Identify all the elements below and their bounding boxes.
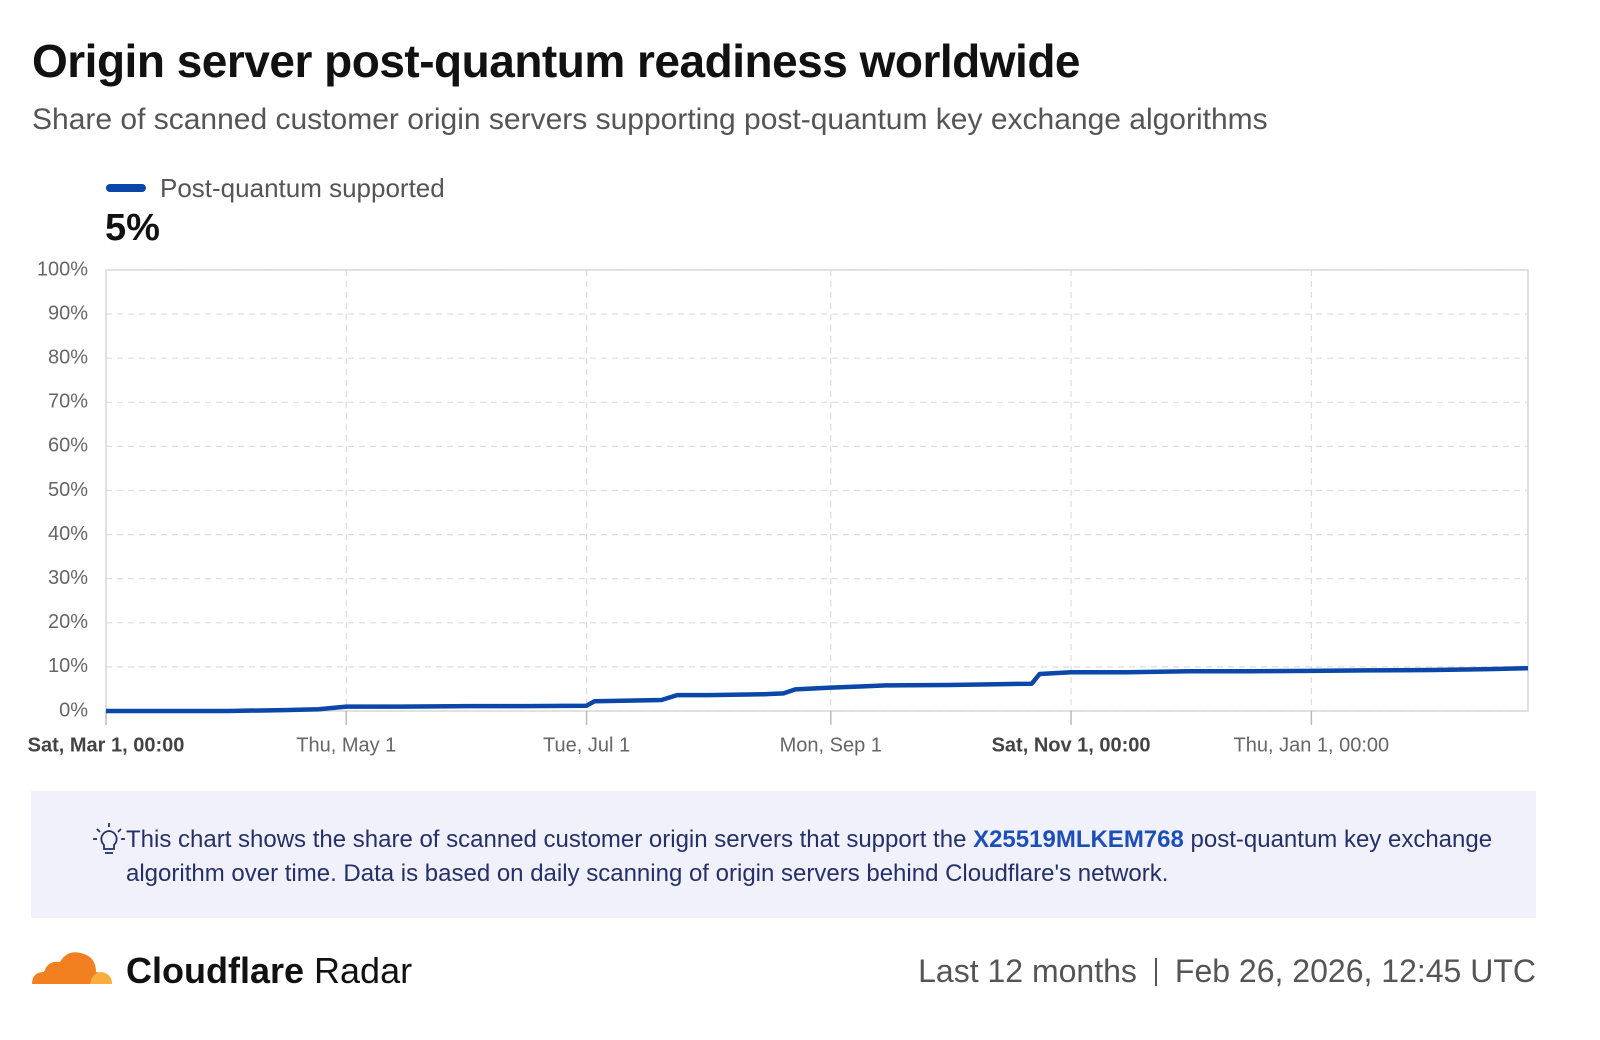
legend-label: Post-quantum supported [160,173,445,203]
y-tick-label: 30% [48,567,88,589]
brand-name: Radar [314,950,413,991]
series-line [106,665,1529,714]
y-tick-label: 20% [48,611,88,633]
cloudflare-logo [32,952,112,984]
footer-meta: Last 12 months Feb 26, 2026, 12:45 UTC [918,953,1536,990]
x-tick-label: Thu, Jan 1, 00:00 [1234,734,1390,756]
y-tick-label: 60% [48,435,88,457]
y-tick-label: 10% [48,655,88,677]
x-tick-label: Tue, Jul 1 [543,734,630,756]
info-box: This chart shows the share of scanned cu… [31,791,1536,918]
y-tick-label: 90% [48,302,88,324]
chart-subtitle: Share of scanned customer origin servers… [32,103,1268,136]
x-tick-label: Sat, Nov 1, 00:00 [992,734,1151,756]
timestamp: Feb 26, 2026, 12:45 UTC [1174,953,1536,989]
y-tick-label: 100% [37,258,88,280]
chart-title: Origin server post-quantum readiness wor… [32,35,1081,87]
x-tick-label: Mon, Sep 1 [780,734,882,756]
x-tick-label: Thu, May 1 [296,734,396,756]
algorithm-link[interactable]: X25519MLKEM768 [973,826,1184,853]
brand-bold: Cloudflare [126,950,305,991]
x-tick-label: Sat, Mar 1, 00:00 [28,734,185,756]
y-tick-label: 80% [48,346,88,368]
brand: Cloudflare Radar [126,950,412,992]
bulb-icon [93,823,125,854]
headline-value: 5% [105,207,160,249]
y-tick-label: 40% [48,523,88,545]
note-text: This chart shows the share of scanned cu… [126,826,974,853]
period: Last 12 months [918,953,1137,989]
y-tick-label: 0% [59,699,88,721]
y-tick-label: 50% [48,479,88,501]
separator [1154,957,1157,986]
chart: 0% 10% 20% 30% 40% 50% 60% 70% 80% 90% 100% Sat, Ma… [28,173,1529,756]
note-text: post-quantum key exchange algorithm over… [126,826,1493,887]
y-tick-label: 70% [48,391,88,413]
